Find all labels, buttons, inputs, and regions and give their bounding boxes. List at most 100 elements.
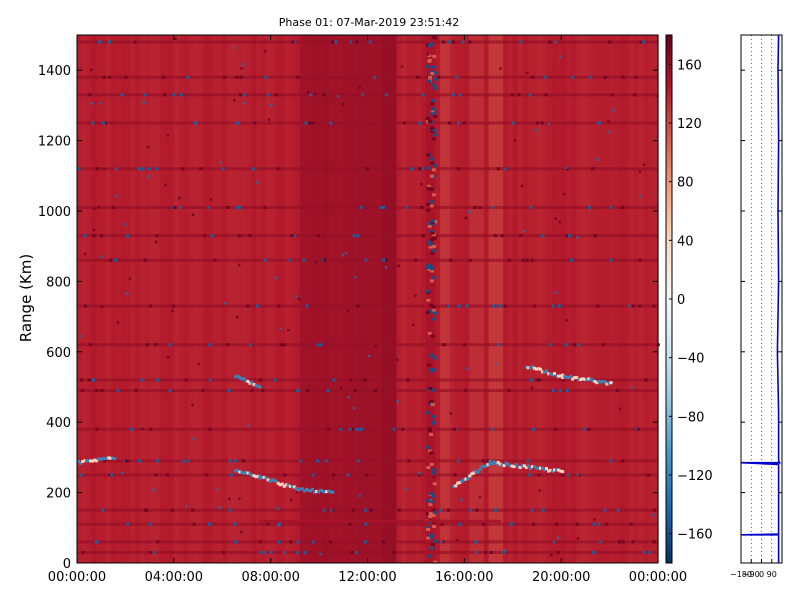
noise-pixel — [341, 254, 345, 257]
noise-pixel — [429, 462, 434, 466]
noise-pixel — [598, 121, 602, 125]
noise-pixel — [651, 513, 655, 517]
heatmap-column — [101, 35, 107, 563]
heatmap-column — [590, 35, 596, 563]
echo-trace-lower — [302, 489, 306, 493]
noise-pixel — [108, 75, 112, 79]
noise-pixel — [621, 75, 625, 79]
noise-pixel — [533, 304, 537, 308]
heatmap-column — [546, 35, 553, 563]
noise-pixel — [538, 378, 542, 382]
noise-pixel — [247, 424, 250, 427]
heatmap-column — [585, 35, 591, 563]
noise-pixel — [428, 514, 433, 518]
noise-pixel — [588, 75, 592, 79]
noise-pixel — [143, 93, 147, 97]
heatmap-column — [125, 35, 131, 563]
noise-pixel — [461, 40, 465, 44]
noise-pixel — [526, 459, 530, 463]
noise-pixel — [97, 206, 100, 209]
noise-pixel — [432, 475, 436, 479]
noise-pixel — [297, 297, 301, 301]
echo-trace-lower — [111, 456, 115, 460]
noise-pixel — [143, 258, 147, 262]
interference-row — [77, 540, 658, 544]
noise-pixel — [414, 294, 417, 297]
echo-trace-lower — [97, 457, 101, 461]
noise-pixel — [468, 40, 472, 44]
noise-pixel — [224, 301, 227, 305]
noise-pixel — [431, 508, 436, 512]
noise-pixel — [148, 522, 152, 526]
y-tick-label: 600 — [46, 346, 71, 361]
noise-pixel — [88, 93, 92, 97]
noise-pixel — [166, 473, 170, 477]
echo-trace-upper — [557, 374, 561, 378]
noise-pixel — [497, 343, 501, 347]
echo-trace-lower — [480, 465, 484, 469]
noise-pixel — [430, 388, 435, 392]
echo-trace-lower — [266, 478, 270, 482]
echo-trace-lower — [504, 461, 508, 465]
noise-pixel — [451, 93, 455, 97]
noise-pixel — [425, 116, 430, 120]
noise-pixel — [429, 174, 434, 178]
noise-pixel — [572, 343, 576, 347]
noise-pixel — [582, 427, 586, 431]
noise-pixel — [346, 473, 350, 477]
heatmap-column — [522, 35, 528, 563]
noise-pixel — [430, 334, 435, 338]
heatmap-column — [648, 35, 654, 563]
noise-pixel — [314, 260, 318, 264]
echo-trace-lower — [270, 478, 274, 482]
echo-trace-upper — [555, 374, 559, 378]
noise-pixel — [433, 560, 438, 564]
noise-pixel — [101, 508, 105, 512]
profile-x-tick-label: 0 — [759, 570, 764, 579]
heatmap-column — [270, 35, 277, 563]
noise-pixel — [431, 415, 436, 419]
noise-pixel — [154, 473, 158, 477]
noise-pixel — [598, 540, 602, 544]
noise-pixel — [430, 219, 435, 223]
echo-trace-upper — [569, 374, 573, 378]
noise-pixel — [425, 445, 430, 449]
heatmap-column — [628, 35, 635, 563]
echo-trace-lower — [292, 485, 296, 489]
noise-pixel — [431, 420, 436, 424]
noise-pixel — [431, 107, 436, 111]
noise-pixel — [241, 459, 245, 463]
noise-pixel — [322, 508, 326, 512]
phase-profile-plot: −180−90 0 90 — [730, 34, 783, 579]
noise-pixel — [607, 131, 611, 134]
noise-pixel — [610, 93, 614, 97]
noise-pixel — [116, 389, 120, 393]
noise-pixel — [346, 309, 350, 312]
noise-pixel — [365, 167, 369, 171]
noise-pixel — [100, 305, 104, 308]
noise-pixel — [208, 522, 212, 526]
noise-pixel — [168, 389, 172, 393]
noise-pixel — [430, 221, 435, 225]
noise-pixel — [530, 508, 534, 512]
noise-pixel — [597, 522, 601, 526]
noise-pixel — [432, 193, 437, 197]
noise-pixel — [145, 508, 149, 512]
noise-pixel — [642, 550, 646, 554]
noise-pixel — [538, 489, 541, 492]
noise-pixel — [302, 258, 306, 262]
heatmap-column — [604, 35, 611, 563]
noise-pixel — [308, 121, 312, 125]
noise-pixel — [426, 203, 431, 207]
noise-pixel — [156, 540, 160, 544]
echo-trace-upper — [250, 380, 254, 384]
noise-pixel — [406, 378, 410, 382]
heatmap-column — [135, 35, 141, 563]
noise-pixel — [462, 121, 466, 125]
noise-pixel — [83, 304, 87, 308]
noise-pixel — [219, 161, 222, 164]
echo-trace-lower — [294, 487, 298, 491]
noise-pixel — [644, 378, 648, 382]
echo-trace-lower — [551, 469, 555, 473]
heatmap-column — [188, 35, 194, 563]
